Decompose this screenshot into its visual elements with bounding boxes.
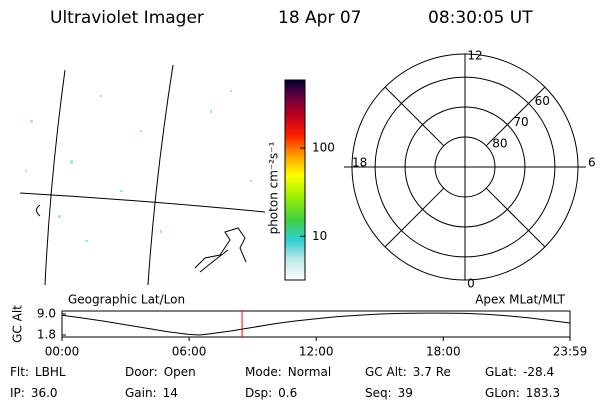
date: 18 Apr 07 <box>278 8 361 28</box>
status-value: Normal <box>288 365 331 379</box>
status-field: Gain: 14 <box>125 386 178 400</box>
status-value: 0.6 <box>278 386 297 400</box>
status-field: Mode: Normal <box>245 365 331 379</box>
mlt-label: 0 <box>467 277 475 291</box>
y-tick-label: 9.0 <box>37 307 56 321</box>
status-label: GLat: <box>485 365 517 379</box>
mlt-label: 12 <box>467 49 482 63</box>
x-tick-label: 18:00 <box>426 345 461 359</box>
ring-label: 70 <box>513 115 528 129</box>
instrument: Ultraviolet Imager <box>50 8 204 28</box>
status-value: 36.0 <box>31 386 58 400</box>
status-field: Door: Open <box>125 365 196 379</box>
colorbar <box>284 79 306 281</box>
status-value: 14 <box>163 386 178 400</box>
polar-ring <box>434 136 496 198</box>
status-field: Seq: 39 <box>365 386 413 400</box>
status-field: GLat: -28.4 <box>485 365 554 379</box>
x-tick-label: 12:00 <box>299 345 334 359</box>
y-axis-label: GC Alt <box>11 305 25 343</box>
status-field: IP: 36.0 <box>10 386 58 400</box>
time: 08:30:05 UT <box>428 8 533 28</box>
x-tick-label: 00:00 <box>45 345 80 359</box>
colorbar-label: photon cm⁻²s⁻¹ <box>267 141 281 234</box>
geo-map <box>19 64 266 286</box>
status-value: 3.7 Re <box>413 365 451 379</box>
status-label: Dsp: <box>245 386 272 400</box>
status-value: 39 <box>398 386 413 400</box>
status-label: Mode: <box>245 365 282 379</box>
status-label: IP: <box>10 386 25 400</box>
status-label: Door: <box>125 365 158 379</box>
colorbar-tick-label: 100 <box>312 141 335 155</box>
status-label: Gain: <box>125 386 157 400</box>
ring-label: 60 <box>535 94 550 108</box>
map-label: Geographic Lat/Lon <box>68 293 185 307</box>
colorbar-tick-label: 10 <box>312 229 327 243</box>
status-field: GLon: 183.3 <box>485 386 560 400</box>
ring-label: 80 <box>492 136 507 150</box>
polar-ring <box>374 76 556 258</box>
status-value: -28.4 <box>523 365 554 379</box>
status-label: GLon: <box>485 386 520 400</box>
status-label: Flt: <box>10 365 29 379</box>
polar-diagonal <box>485 86 546 147</box>
altitude-line <box>61 312 571 336</box>
map-label: Apex MLat/MLT <box>475 293 565 307</box>
polar-diagonal <box>485 187 546 248</box>
status-field: Flt: LBHL <box>10 365 66 379</box>
polar-diagonal <box>384 187 445 248</box>
mlt-label: 6 <box>588 156 596 170</box>
y-tick-label: 1.8 <box>37 328 56 342</box>
status-field: Dsp: 0.6 <box>245 386 297 400</box>
x-tick-label: 23:59 <box>553 345 588 359</box>
status-value: Open <box>164 365 196 379</box>
polar-diagonal <box>384 86 445 147</box>
status-label: GC Alt: <box>365 365 407 379</box>
status-value: 183.3 <box>526 386 560 400</box>
status-label: Seq: <box>365 386 392 400</box>
status-value: LBHL <box>35 365 66 379</box>
polar-ring <box>404 106 526 228</box>
mlt-label: 18 <box>352 156 367 170</box>
status-field: GC Alt: 3.7 Re <box>365 365 451 379</box>
x-tick-label: 06:00 <box>172 345 207 359</box>
